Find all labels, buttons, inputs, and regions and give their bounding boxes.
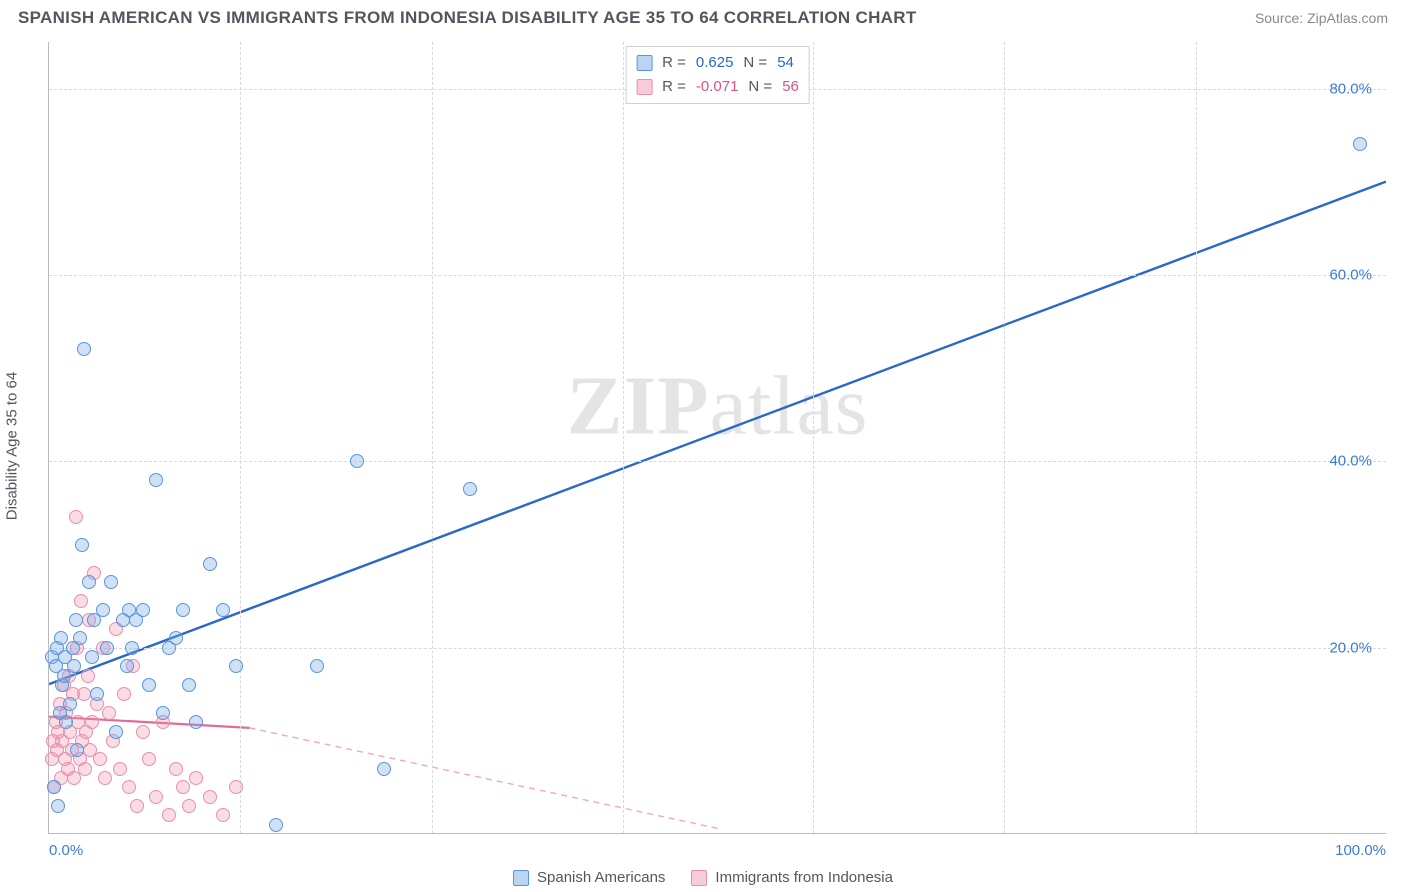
scatter-point-pink: [77, 687, 91, 701]
scatter-point-blue: [203, 557, 217, 571]
scatter-point-pink: [85, 715, 99, 729]
scatter-point-pink: [78, 762, 92, 776]
watermark: ZIPatlas: [567, 357, 869, 454]
legend-item-blue: Spanish Americans: [513, 869, 665, 886]
xtick-min: 0.0%: [49, 842, 83, 859]
chart-plot-area: ZIPatlas R = 0.625 N = 54 R = -0.071 N =…: [48, 42, 1386, 834]
scatter-point-blue: [69, 613, 83, 627]
scatter-point-blue: [104, 575, 118, 589]
scatter-point-pink: [130, 799, 144, 813]
scatter-point-blue: [463, 482, 477, 496]
y-axis-label: Disability Age 35 to 64: [4, 372, 21, 520]
gridline-v: [432, 42, 433, 833]
correlation-legend: R = 0.625 N = 54 R = -0.071 N = 56: [625, 46, 810, 104]
scatter-point-pink: [98, 771, 112, 785]
scatter-point-blue: [350, 454, 364, 468]
source-label: Source: ZipAtlas.com: [1255, 10, 1388, 26]
scatter-point-blue: [310, 659, 324, 673]
scatter-point-blue: [229, 659, 243, 673]
scatter-point-pink: [229, 780, 243, 794]
gridline-v: [813, 42, 814, 833]
scatter-point-pink: [74, 594, 88, 608]
gridline-v: [240, 42, 241, 833]
ytick-label: 60.0%: [1329, 266, 1372, 283]
ytick-label: 40.0%: [1329, 453, 1372, 470]
swatch-blue-icon: [636, 55, 652, 71]
n-value-pink: 56: [782, 75, 799, 99]
scatter-point-pink: [169, 762, 183, 776]
n-value-blue: 54: [777, 51, 794, 75]
r-value-blue: 0.625: [696, 51, 734, 75]
scatter-point-blue: [156, 706, 170, 720]
scatter-point-blue: [54, 631, 68, 645]
scatter-point-blue: [182, 678, 196, 692]
xtick-max: 100.0%: [1335, 842, 1386, 859]
scatter-point-pink: [93, 752, 107, 766]
scatter-point-pink: [149, 790, 163, 804]
swatch-pink-icon: [691, 870, 707, 886]
scatter-point-pink: [69, 510, 83, 524]
scatter-point-blue: [47, 780, 61, 794]
scatter-point-blue: [1353, 137, 1367, 151]
gridline-h: [49, 275, 1386, 276]
scatter-point-pink: [136, 725, 150, 739]
scatter-point-pink: [122, 780, 136, 794]
gridline-v: [1004, 42, 1005, 833]
scatter-point-blue: [100, 641, 114, 655]
legend-item-pink: Immigrants from Indonesia: [691, 869, 893, 886]
legend-row-pink: R = -0.071 N = 56: [636, 75, 799, 99]
scatter-point-pink: [81, 669, 95, 683]
scatter-point-blue: [142, 678, 156, 692]
scatter-point-blue: [125, 641, 139, 655]
scatter-point-blue: [90, 687, 104, 701]
scatter-point-pink: [216, 808, 230, 822]
scatter-point-pink: [176, 780, 190, 794]
scatter-point-pink: [189, 771, 203, 785]
scatter-point-blue: [59, 715, 73, 729]
scatter-point-blue: [82, 575, 96, 589]
scatter-point-blue: [77, 342, 91, 356]
scatter-point-blue: [120, 659, 134, 673]
scatter-point-blue: [189, 715, 203, 729]
header: SPANISH AMERICAN VS IMMIGRANTS FROM INDO…: [0, 0, 1406, 32]
scatter-point-blue: [96, 603, 110, 617]
ytick-label: 80.0%: [1329, 80, 1372, 97]
scatter-point-blue: [216, 603, 230, 617]
trendlines: [49, 42, 1386, 833]
swatch-blue-icon: [513, 870, 529, 886]
scatter-point-blue: [51, 799, 65, 813]
ytick-label: 20.0%: [1329, 639, 1372, 656]
scatter-point-blue: [73, 631, 87, 645]
scatter-point-pink: [182, 799, 196, 813]
r-value-pink: -0.071: [696, 75, 739, 99]
scatter-point-pink: [113, 762, 127, 776]
scatter-point-blue: [63, 697, 77, 711]
gridline-v: [1196, 42, 1197, 833]
scatter-point-blue: [70, 743, 84, 757]
scatter-point-blue: [269, 818, 283, 832]
legend-row-blue: R = 0.625 N = 54: [636, 51, 799, 75]
scatter-point-blue: [149, 473, 163, 487]
scatter-point-blue: [109, 725, 123, 739]
scatter-point-blue: [85, 650, 99, 664]
swatch-pink-icon: [636, 79, 652, 95]
chart-title: SPANISH AMERICAN VS IMMIGRANTS FROM INDO…: [18, 8, 917, 28]
scatter-point-blue: [136, 603, 150, 617]
scatter-point-blue: [377, 762, 391, 776]
scatter-point-pink: [142, 752, 156, 766]
scatter-point-pink: [102, 706, 116, 720]
series-legend: Spanish Americans Immigrants from Indone…: [513, 869, 893, 886]
scatter-point-blue: [67, 659, 81, 673]
scatter-point-blue: [169, 631, 183, 645]
gridline-v: [623, 42, 624, 833]
gridline-h: [49, 461, 1386, 462]
scatter-point-pink: [117, 687, 131, 701]
scatter-point-pink: [203, 790, 217, 804]
scatter-point-blue: [176, 603, 190, 617]
scatter-point-blue: [75, 538, 89, 552]
scatter-point-pink: [162, 808, 176, 822]
gridline-h: [49, 648, 1386, 649]
